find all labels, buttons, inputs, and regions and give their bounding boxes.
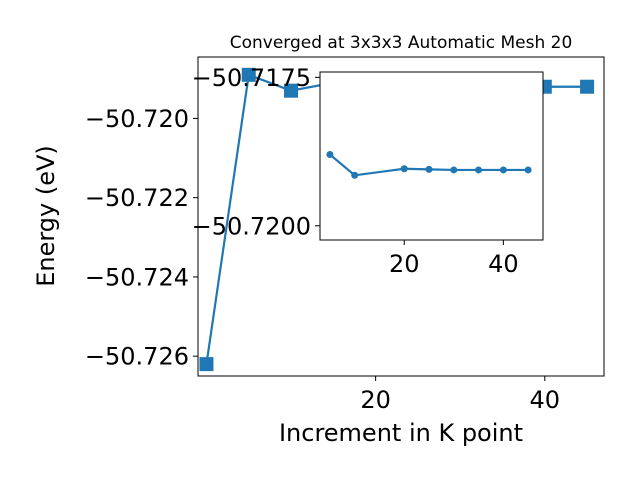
inset-data-point bbox=[475, 166, 483, 174]
main-plot-frame bbox=[197, 56, 605, 377]
inset-background bbox=[320, 72, 543, 240]
inset-series-line bbox=[329, 153, 529, 177]
inset-x-tick-label: 40 bbox=[488, 250, 519, 278]
main-data-point bbox=[241, 67, 256, 82]
main-y-tick-label: −50.720 bbox=[85, 105, 189, 133]
main-y-tick-label: −50.722 bbox=[85, 184, 189, 212]
inset-data-point bbox=[326, 151, 334, 159]
inset-data-point bbox=[499, 166, 507, 174]
main-x-tick-label: 40 bbox=[530, 386, 561, 414]
inset-x-tick-label: 20 bbox=[389, 250, 420, 278]
main-data-point bbox=[580, 79, 595, 94]
inset-plot: 20 40 −50.7200 −50.7175 bbox=[192, 64, 544, 278]
inset-data-point bbox=[425, 165, 433, 173]
inset-data-point bbox=[400, 165, 408, 173]
y-axis-label: Energy (eV) bbox=[32, 145, 60, 287]
inset-series bbox=[326, 151, 532, 179]
inset-data-point bbox=[450, 166, 458, 174]
main-ticks: 20 40 −50.720 −50.722 −50.724 −50.726 bbox=[85, 105, 560, 414]
inset-y-tick-label: −50.7175 bbox=[192, 64, 311, 92]
inset-ticks: 20 40 −50.7200 −50.7175 bbox=[192, 64, 519, 278]
main-data-point bbox=[199, 357, 214, 372]
main-y-tick-label: −50.726 bbox=[85, 343, 189, 371]
main-y-tick-label: −50.724 bbox=[85, 263, 189, 291]
x-axis-label: Increment in K point bbox=[279, 419, 523, 447]
inset-plot-frame bbox=[319, 71, 544, 241]
chart-title: Converged at 3x3x3 Automatic Mesh 20 bbox=[230, 33, 573, 53]
inset-data-point bbox=[351, 171, 359, 179]
main-x-tick-label: 20 bbox=[360, 386, 391, 414]
inset-data-point bbox=[524, 166, 532, 174]
inset-y-tick-label: −50.7200 bbox=[192, 212, 311, 240]
main-data-point bbox=[284, 83, 299, 98]
main-plot: 20 40 −50.720 −50.722 −50.724 −50.726 bbox=[85, 56, 605, 414]
